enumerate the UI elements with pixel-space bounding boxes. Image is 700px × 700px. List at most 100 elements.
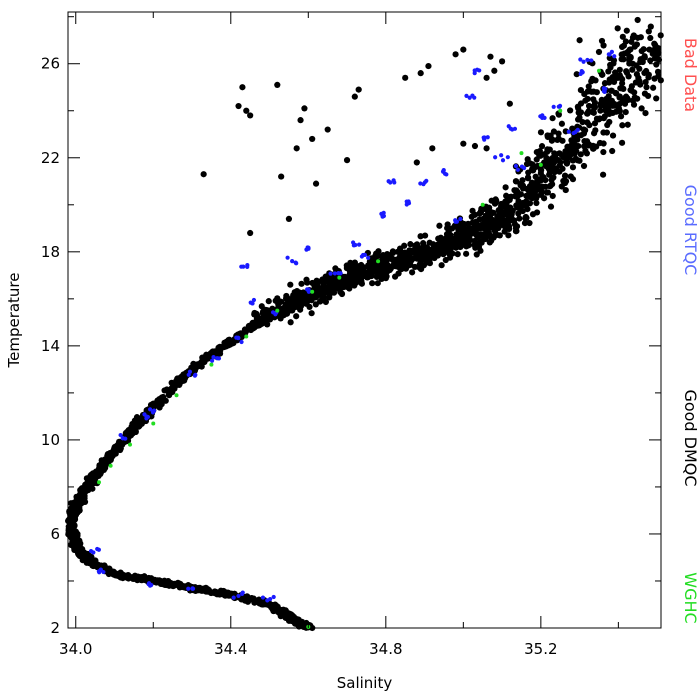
- dmqc-point: [588, 88, 595, 95]
- dmqc-point: [507, 204, 514, 211]
- rtqc-point: [271, 594, 276, 600]
- dmqc-point: [636, 77, 643, 85]
- dmqc-point: [517, 182, 524, 189]
- rtqc-point: [353, 242, 358, 248]
- dmqc-point: [460, 46, 467, 53]
- dmqc-point: [375, 248, 382, 255]
- dmqc-point: [215, 344, 222, 351]
- y-tick-label: 10: [41, 431, 60, 449]
- dmqc-point: [316, 298, 324, 305]
- dmqc-point: [585, 102, 593, 110]
- dmqc-point: [247, 229, 254, 237]
- dmqc-point: [324, 126, 331, 133]
- dmqc-point: [487, 53, 494, 60]
- rtqc-point: [260, 595, 266, 600]
- dmqc-point: [518, 200, 525, 207]
- dmqc-point: [546, 146, 553, 153]
- dmqc-point: [581, 137, 588, 145]
- dmqc-point: [332, 285, 339, 292]
- dmqc-point: [508, 210, 515, 217]
- rtqc-point: [306, 287, 311, 293]
- dmqc-point: [644, 92, 652, 100]
- dmqc-point: [287, 281, 294, 288]
- rtqc-point: [379, 211, 384, 216]
- rtqc-point: [444, 172, 449, 177]
- dmqc-point: [524, 185, 531, 193]
- rtqc-point: [190, 586, 196, 591]
- rtqc-point: [245, 264, 250, 270]
- dmqc-point: [559, 165, 566, 172]
- dmqc-point: [117, 573, 125, 580]
- dmqc-point: [549, 115, 556, 122]
- dmqc-point: [409, 269, 416, 276]
- dmqc-point: [579, 119, 586, 126]
- dmqc-point: [646, 46, 653, 53]
- wghc-point: [275, 308, 280, 313]
- dmqc-point: [569, 176, 577, 183]
- dmqc-point: [504, 196, 511, 204]
- dmqc-point: [371, 263, 378, 270]
- dmqc-point: [469, 229, 477, 236]
- dmqc-point: [264, 321, 271, 328]
- rtqc-point: [187, 369, 193, 374]
- dmqc-point: [176, 582, 184, 590]
- dmqc-point: [523, 214, 530, 222]
- dmqc-point: [132, 422, 139, 430]
- dmqc-point: [585, 83, 592, 90]
- dmqc-point: [556, 150, 563, 157]
- dmqc-point: [312, 180, 320, 187]
- dmqc-point: [649, 50, 656, 57]
- rtqc-point: [328, 271, 333, 276]
- wghc-point: [519, 151, 524, 156]
- dmqc-point: [309, 135, 316, 143]
- rtqc-point: [612, 54, 617, 59]
- rtqc-point: [388, 180, 393, 185]
- dmqc-point: [544, 189, 551, 196]
- rtqc-point: [506, 124, 511, 129]
- dmqc-point: [159, 396, 166, 403]
- dmqc-point: [338, 290, 345, 297]
- dmqc-point: [274, 81, 281, 88]
- y-tick-label: 2: [50, 619, 60, 637]
- dmqc-point: [619, 98, 626, 105]
- dmqc-point: [600, 115, 607, 122]
- rtqc-point: [581, 59, 586, 64]
- dmqc-point: [529, 189, 536, 196]
- dmqc-point: [226, 337, 233, 344]
- dmqc-point: [115, 440, 122, 447]
- dmqc-point: [550, 128, 558, 135]
- y-tick-label: 14: [41, 337, 60, 355]
- dmqc-point: [540, 173, 547, 181]
- rtqc-point: [551, 104, 556, 109]
- dmqc-point: [239, 84, 246, 91]
- dmqc-point: [171, 385, 178, 392]
- dmqc-point: [524, 174, 532, 181]
- dmqc-point: [354, 267, 361, 274]
- dmqc-point: [589, 142, 597, 149]
- dmqc-point: [83, 486, 91, 493]
- dmqc-point: [653, 95, 660, 102]
- dmqc-point: [200, 356, 207, 363]
- dmqc-point: [655, 56, 663, 63]
- dmqc-point: [634, 16, 641, 24]
- dmqc-point: [355, 86, 362, 93]
- rtqc-point: [458, 216, 463, 222]
- dmqc-point: [460, 140, 467, 147]
- dmqc-point: [606, 118, 613, 126]
- dmqc-point: [266, 312, 274, 319]
- rtqc-point: [421, 182, 426, 187]
- dmqc-point: [436, 222, 443, 229]
- dmqc-point: [305, 293, 312, 300]
- rtqc-point: [505, 155, 510, 160]
- dmqc-point: [600, 148, 607, 156]
- dmqc-point: [272, 297, 279, 304]
- dmqc-point: [446, 254, 454, 261]
- dmqc-point: [547, 203, 555, 210]
- dmqc-point: [84, 555, 91, 562]
- dmqc-point: [294, 303, 301, 311]
- dmqc-point: [549, 192, 556, 200]
- dmqc-point: [208, 589, 215, 597]
- dmqc-point: [512, 192, 519, 199]
- wghc-point: [174, 393, 179, 398]
- dmqc-point: [571, 150, 578, 157]
